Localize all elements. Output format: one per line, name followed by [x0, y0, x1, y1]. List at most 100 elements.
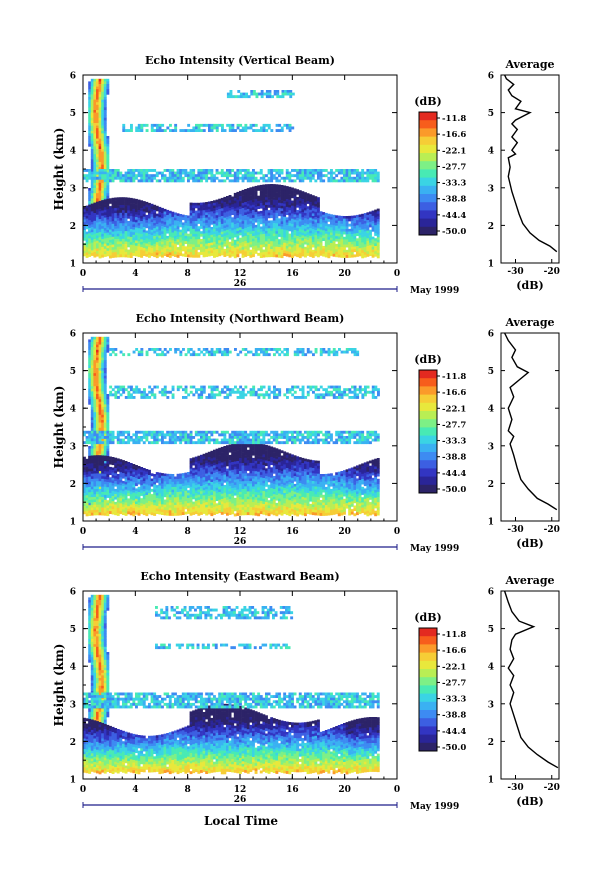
profile-frame	[500, 74, 560, 264]
colorbar-tick-label: -27.7	[442, 678, 466, 688]
profile-y-tick-label: 6	[488, 72, 494, 82]
colorbar-swatch	[419, 644, 437, 653]
x-tick-label: 0	[394, 527, 400, 537]
y-tick-label: 3	[70, 442, 76, 452]
echo-layer	[83, 430, 380, 445]
average-profile: Average 1 2 3 4 5 6 -30 -20(dB)	[488, 316, 560, 550]
colorbar-swatch	[419, 652, 437, 662]
colorbar-swatch	[419, 394, 437, 404]
x-tick-label: 16	[286, 527, 299, 537]
average-profile: Average 1 2 3 4 5 6 -30 -20(dB)	[488, 58, 560, 292]
colorbar-swatch	[419, 718, 437, 727]
y-tick-label: 1	[70, 260, 76, 270]
echo-layer	[155, 606, 294, 620]
y-tick-label: 5	[70, 109, 76, 119]
colorbar-swatch	[419, 476, 437, 486]
panel-1: Echo Intensity (Vertical Beam)123456Heig…	[52, 54, 560, 296]
day-label: 26	[234, 537, 247, 547]
profile-y-tick-label: 3	[488, 442, 494, 452]
profile-line	[503, 590, 559, 769]
x-tick-label: 12	[234, 269, 247, 279]
profile-x-tick-label: -30	[507, 267, 523, 277]
y-tick-label: 1	[70, 518, 76, 528]
heatmap-title: Echo Intensity (Northward Beam)	[136, 312, 345, 325]
colorbar-swatch	[419, 218, 437, 228]
echo-layer	[83, 184, 380, 259]
day-label: 26	[234, 279, 247, 289]
profile-title: Average	[504, 316, 554, 329]
heatmap-title: Echo Intensity (Vertical Beam)	[145, 54, 335, 67]
colorbar-swatch	[419, 693, 437, 703]
profile-x-label: (dB)	[516, 795, 543, 808]
x-tick-label: 16	[286, 269, 299, 279]
colorbar-swatch	[419, 370, 437, 379]
x-tick-label: 8	[185, 527, 191, 537]
profile-x-tick-label: -20	[544, 783, 560, 793]
colorbar-swatch	[419, 460, 437, 469]
profile-y-tick-label: 5	[488, 367, 494, 377]
colorbar-tick-label: -11.8	[442, 372, 466, 382]
x-tick-label: 0	[394, 269, 400, 279]
profile-y-tick-label: 3	[488, 184, 494, 194]
colorbar-tick-label: -33.3	[442, 179, 466, 189]
colorbar-swatch	[419, 402, 437, 412]
x-tick-label: 0	[80, 785, 86, 795]
colorbar-tick-label: -50.0	[442, 485, 466, 495]
x-tick-label: 0	[80, 269, 86, 279]
heatmap-field	[83, 594, 380, 775]
colorbar-unit: (dB)	[414, 95, 441, 108]
colorbar-swatch	[419, 136, 437, 146]
y-tick-label: 2	[70, 738, 76, 748]
echo-layer	[155, 643, 291, 650]
colorbar-tick-label: -38.8	[442, 453, 466, 463]
y-tick-label: 4	[70, 663, 76, 673]
y-tick-label: 4	[70, 147, 76, 157]
date-label: May 1999	[410, 544, 459, 554]
colorbar-swatch	[419, 378, 437, 387]
colorbar-tick-label: -38.8	[442, 195, 466, 205]
x-tick-label: 20	[338, 785, 351, 795]
profile-y-tick-label: 4	[488, 663, 494, 673]
x-axis-label-local-time: Local Time	[204, 814, 278, 828]
profile-y-tick-label: 5	[488, 109, 494, 119]
x-tick-label: 16	[286, 785, 299, 795]
colorbar-swatch	[419, 128, 437, 137]
profile-y-tick-label: 2	[488, 480, 494, 490]
x-tick-label: 4	[132, 785, 138, 795]
x-tick-label: 20	[338, 269, 351, 279]
colorbar-swatch	[419, 161, 437, 170]
colorbar-swatch	[419, 112, 437, 121]
colorbar-swatch	[419, 411, 437, 420]
average-profile: Average 1 2 3 4 5 6 -30 -20(dB)	[488, 574, 560, 808]
echo-layer	[122, 123, 295, 132]
colorbar-swatch	[419, 734, 437, 744]
colorbar-swatch	[419, 153, 437, 162]
profile-x-label: (dB)	[516, 537, 543, 550]
colorbar-swatch	[419, 177, 437, 187]
colorbar-swatch	[419, 628, 437, 637]
profile-x-tick-label: -20	[544, 525, 560, 535]
colorbar-swatch	[419, 710, 437, 719]
colorbar-swatch	[419, 185, 437, 195]
echo-layer	[109, 385, 380, 399]
colorbar: (dB)-11.8 -16.6 -22.1 -27.7 -33.3 -38.8 -44.4 -…	[414, 95, 466, 237]
profile-frame	[500, 590, 560, 780]
colorbar: (dB)-11.8 -16.6 -22.1 -27.7 -33.3 -38.8 -44.4 -…	[414, 353, 466, 495]
colorbar-tick-label: -22.1	[442, 662, 466, 672]
echo-layer	[109, 348, 360, 357]
profile-y-tick-label: 4	[488, 405, 494, 415]
colorbar-frame	[418, 111, 438, 236]
profile-y-tick-label: 6	[488, 588, 494, 598]
profile-line	[503, 332, 558, 511]
panel-2: Echo Intensity (Northward Beam)123456Hei…	[52, 312, 560, 554]
x-tick-label: 0	[80, 527, 86, 537]
colorbar-swatch	[419, 202, 437, 211]
colorbar-swatch	[419, 468, 437, 477]
x-tick-label: 0	[394, 785, 400, 795]
profile-y-tick-label: 1	[488, 776, 494, 786]
date-label: May 1999	[410, 802, 459, 812]
x-tick-label: 4	[132, 269, 138, 279]
colorbar-tick-label: -38.8	[442, 711, 466, 721]
y-tick-label: 3	[70, 184, 76, 194]
colorbar-unit: (dB)	[414, 353, 441, 366]
